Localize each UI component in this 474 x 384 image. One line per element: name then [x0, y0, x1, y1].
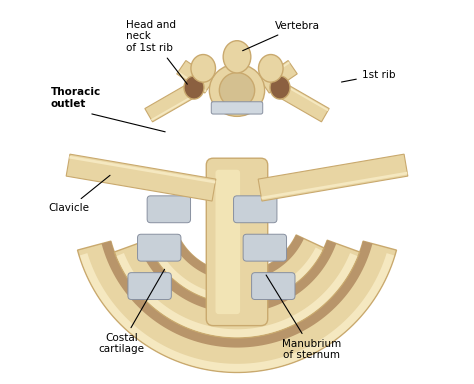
- Ellipse shape: [191, 55, 216, 82]
- Ellipse shape: [270, 76, 290, 99]
- Polygon shape: [276, 83, 329, 122]
- Ellipse shape: [184, 76, 204, 99]
- FancyBboxPatch shape: [137, 234, 181, 261]
- FancyBboxPatch shape: [128, 273, 171, 300]
- Polygon shape: [150, 235, 324, 303]
- Polygon shape: [151, 93, 197, 121]
- Polygon shape: [260, 61, 297, 93]
- Text: Head and
neck
of 1st rib: Head and neck of 1st rib: [126, 20, 187, 84]
- Polygon shape: [261, 61, 290, 83]
- Polygon shape: [66, 154, 216, 201]
- Text: Costal
cartilage: Costal cartilage: [99, 269, 164, 354]
- Polygon shape: [78, 241, 396, 372]
- Polygon shape: [137, 240, 337, 313]
- Text: Manubrium
of sternum: Manubrium of sternum: [266, 275, 341, 360]
- Polygon shape: [258, 154, 408, 201]
- Polygon shape: [261, 172, 408, 199]
- Ellipse shape: [258, 55, 283, 82]
- Polygon shape: [177, 71, 207, 92]
- Polygon shape: [177, 61, 214, 93]
- Polygon shape: [101, 241, 373, 348]
- FancyBboxPatch shape: [234, 196, 277, 223]
- FancyBboxPatch shape: [211, 102, 263, 114]
- Text: Vertebra: Vertebra: [243, 21, 320, 51]
- Polygon shape: [80, 253, 394, 372]
- Polygon shape: [117, 253, 357, 337]
- Polygon shape: [152, 247, 322, 303]
- Text: 1st rib: 1st rib: [341, 70, 395, 82]
- Polygon shape: [283, 83, 328, 111]
- Text: Thoracic
outlet: Thoracic outlet: [51, 87, 101, 109]
- Ellipse shape: [210, 64, 264, 116]
- Polygon shape: [170, 235, 304, 281]
- FancyBboxPatch shape: [243, 234, 287, 261]
- Polygon shape: [145, 83, 198, 122]
- Ellipse shape: [219, 73, 255, 108]
- Text: Clavicle: Clavicle: [49, 175, 110, 213]
- FancyBboxPatch shape: [216, 170, 240, 314]
- Ellipse shape: [223, 41, 251, 73]
- FancyBboxPatch shape: [147, 196, 191, 223]
- FancyBboxPatch shape: [206, 158, 268, 326]
- Polygon shape: [69, 156, 216, 184]
- Polygon shape: [114, 240, 360, 338]
- FancyBboxPatch shape: [252, 273, 295, 300]
